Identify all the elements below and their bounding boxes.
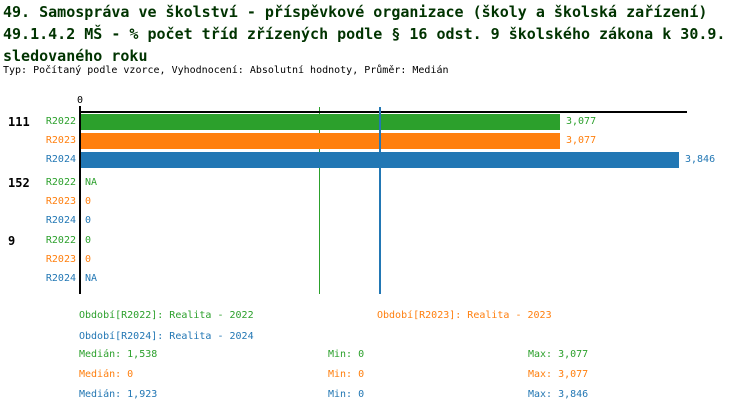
- series-label-r2022: R2022: [45, 177, 76, 188]
- y-axis-line: [79, 106, 81, 294]
- series-label-r2023: R2023: [45, 254, 76, 265]
- report-meta-line: Typ: Počítaný podle vzorce, Vyhodnocení:…: [3, 65, 449, 76]
- report-title-line-3: sledovaného roku: [3, 47, 148, 65]
- series-label-r2024: R2024: [45, 273, 76, 284]
- median-line-r2024: [379, 107, 381, 294]
- x-axis-tick-label: 0: [76, 95, 84, 106]
- series-label-r2022: R2022: [45, 116, 76, 127]
- series-label-r2023: R2023: [45, 135, 76, 146]
- stat-min-r2024: Min: 0: [328, 389, 365, 400]
- series-label-r2024: R2024: [45, 154, 76, 165]
- bar-value-label: 3,077: [566, 135, 597, 146]
- report-title-line-1: 49. Samospráva ve školství - příspěvkové…: [3, 3, 708, 21]
- bar-value-label: 0: [85, 215, 92, 226]
- bar-r2022-group-111: [81, 114, 560, 130]
- legend-entry-r2024: Období[R2024]: Realita - 2024: [79, 331, 254, 342]
- bar-value-label: 0: [85, 196, 92, 207]
- bar-value-label: 3,077: [566, 116, 597, 127]
- stat-max-r2022: Max: 3,077: [528, 349, 589, 360]
- stat-median-r2022: Medián: 1,538: [79, 349, 158, 360]
- bar-value-label: 0: [85, 235, 92, 246]
- bar-value-label: 3,846: [685, 154, 716, 165]
- bar-r2023-group-111: [81, 133, 560, 149]
- series-label-r2023: R2023: [45, 196, 76, 207]
- stat-min-r2022: Min: 0: [328, 349, 365, 360]
- median-line-r2022: [319, 107, 320, 294]
- bar-value-label: NA: [85, 273, 98, 284]
- x-axis-line: [79, 111, 687, 113]
- stat-max-r2024: Max: 3,846: [528, 389, 589, 400]
- series-label-r2024: R2024: [45, 215, 76, 226]
- series-label-r2022: R2022: [45, 235, 76, 246]
- stat-median-r2024: Medián: 1,923: [79, 389, 158, 400]
- stat-min-r2023: Min: 0: [328, 369, 365, 380]
- bar-value-label: 0: [85, 254, 92, 265]
- legend-entry-r2022: Období[R2022]: Realita - 2022: [79, 310, 254, 321]
- stat-median-r2023: Medián: 0: [79, 369, 134, 380]
- stat-max-r2023: Max: 3,077: [528, 369, 589, 380]
- report-title-line-2: 49.1.4.2 MŠ - % počet tříd zřízených pod…: [3, 25, 726, 43]
- legend-entry-r2023: Období[R2023]: Realita - 2023: [377, 310, 552, 321]
- group-label-111: 111: [8, 115, 30, 129]
- group-label-9: 9: [8, 234, 16, 248]
- bar-value-label: NA: [85, 177, 98, 188]
- group-label-152: 152: [8, 176, 30, 190]
